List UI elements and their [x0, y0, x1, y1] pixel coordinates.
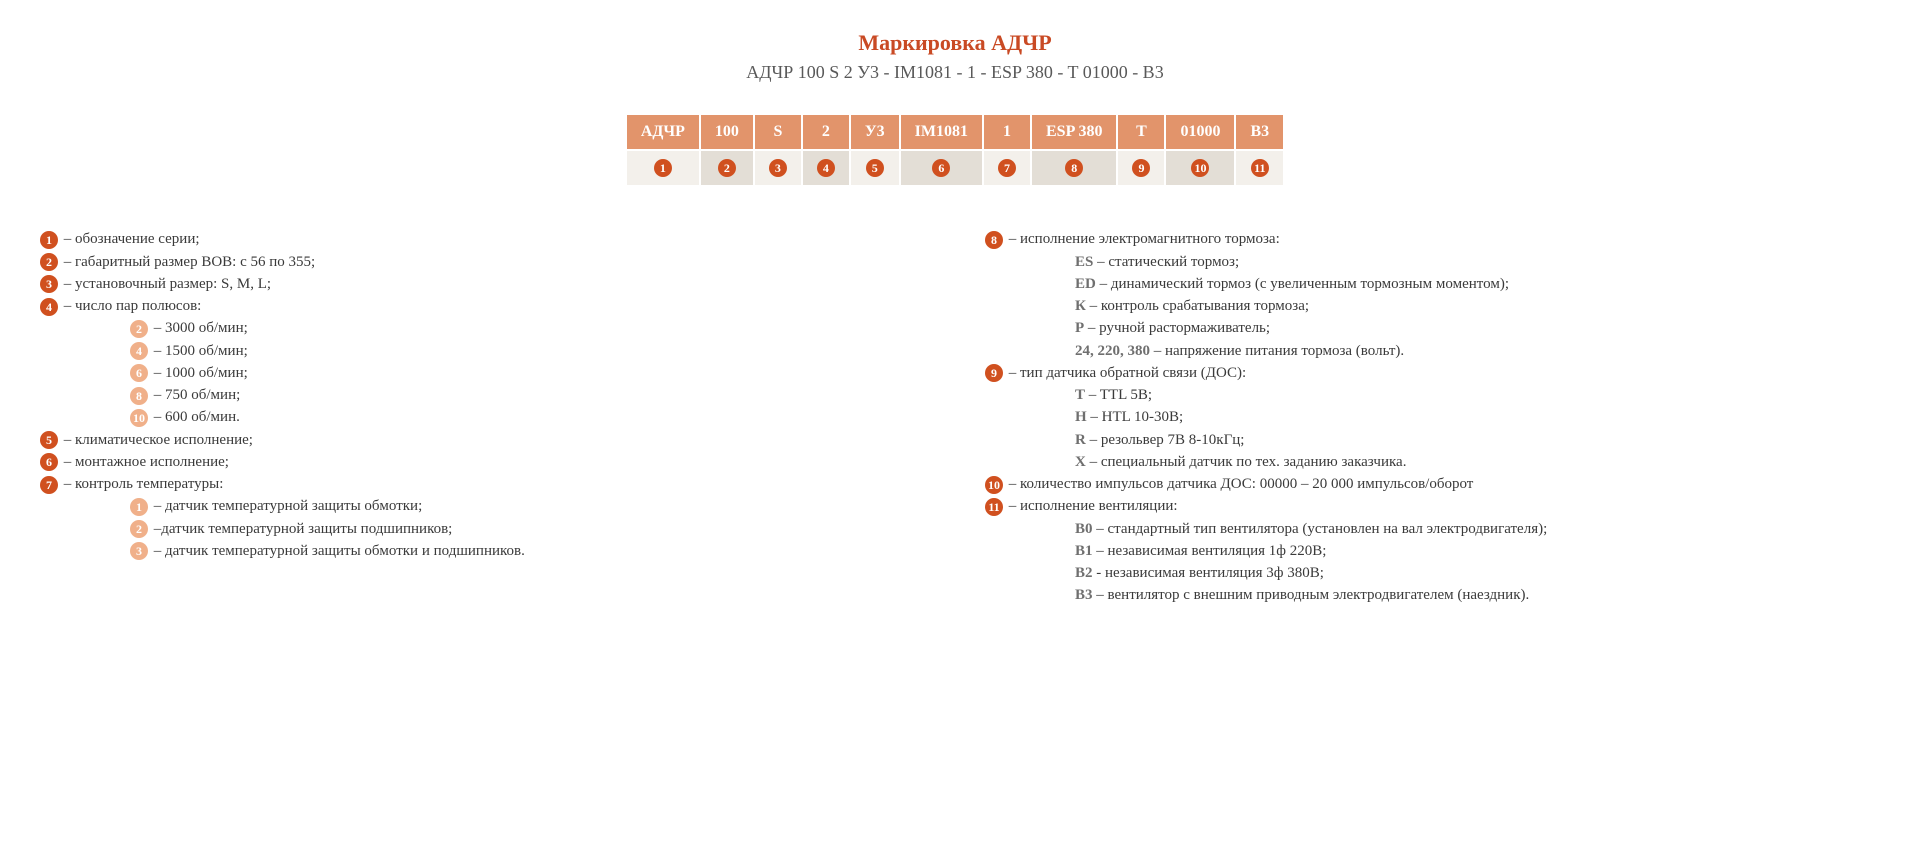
index-badge: 6: [932, 159, 950, 177]
legend-line: 24, 220, 380 – напряжение питания тормоз…: [985, 341, 1870, 361]
index-badge: 2: [718, 159, 736, 177]
marking-header-cell: B3: [1235, 114, 1284, 150]
legend-line: К – контроль срабатывания тормоза;: [985, 296, 1870, 316]
page-title: Маркировка АДЧР: [40, 30, 1870, 56]
marking-index-cell: 4: [802, 150, 850, 186]
index-badge: 9: [1132, 159, 1150, 177]
marking-index-cell: 11: [1235, 150, 1284, 186]
marking-index-cell: 5: [850, 150, 900, 186]
index-badge: 6: [40, 453, 58, 471]
legend-line: В3 – вентилятор с внешним приводным элек…: [985, 585, 1870, 605]
index-badge: 5: [866, 159, 884, 177]
legend-line: 3 – установочный размер: S, M, L;: [40, 274, 925, 294]
marking-header-cell: T: [1117, 114, 1165, 150]
legend-line: 2 –датчик температурной защиты подшипник…: [40, 519, 925, 539]
index-badge: 9: [985, 364, 1003, 382]
index-badge: 1: [40, 231, 58, 249]
marking-header-cell: АДЧР: [626, 114, 700, 150]
legend-line: 1 – обозначение серии;: [40, 229, 925, 249]
marking-header-cell: 1: [983, 114, 1031, 150]
legend-line: 6 – 1000 об/мин;: [40, 363, 925, 383]
marking-header-cell: 100: [700, 114, 754, 150]
legend-line: 1 – датчик температурной защиты обмотки;: [40, 496, 925, 516]
legend-line: В2 - независимая вентиляция 3ф 380В;: [985, 563, 1870, 583]
legend-line: 9 – тип датчика обратной связи (ДОС):: [985, 363, 1870, 383]
legend-line: ED – динамический тормоз (с увеличенным …: [985, 274, 1870, 294]
legend-line: 10 – 600 об/мин.: [40, 407, 925, 427]
index-badge: 3: [40, 275, 58, 293]
marking-index-cell: 10: [1165, 150, 1235, 186]
legend-line: R – резольвер 7В 8-10кГц;: [985, 430, 1870, 450]
index-badge: 10: [130, 409, 148, 427]
marking-example: АДЧР 100 S 2 У3 - IM1081 - 1 - ESP 380 -…: [40, 62, 1870, 83]
index-badge: 8: [130, 387, 148, 405]
legend-line: T – TTL 5В;: [985, 385, 1870, 405]
index-badge: 4: [817, 159, 835, 177]
index-badge: 11: [1251, 159, 1269, 177]
legend-line: 10 – количество импульсов датчика ДОС: 0…: [985, 474, 1870, 494]
index-badge: 2: [130, 520, 148, 538]
marking-index-cell: 7: [983, 150, 1031, 186]
legend-left: 1 – обозначение серии; 2 – габаритный раз…: [40, 227, 925, 563]
index-badge: 2: [40, 253, 58, 271]
index-badge: 3: [769, 159, 787, 177]
marking-header-cell: 2: [802, 114, 850, 150]
marking-index-cell: 1: [626, 150, 700, 186]
index-badge: 7: [998, 159, 1016, 177]
index-badge: 4: [40, 298, 58, 316]
index-badge: 1: [130, 498, 148, 516]
index-badge: 3: [130, 542, 148, 560]
legend-line: 8 – 750 об/мин;: [40, 385, 925, 405]
legend-line: H – HTL 10-30В;: [985, 407, 1870, 427]
legend-line: 8 – исполнение электромагнитного тормоза…: [985, 229, 1870, 249]
legend-line: ES – статический тормоз;: [985, 252, 1870, 272]
marking-index-cell: 8: [1031, 150, 1117, 186]
index-badge: 1: [654, 159, 672, 177]
marking-index-cell: 3: [754, 150, 802, 186]
legend-line: 4 – число пар полюсов:: [40, 296, 925, 316]
legend-line: В0 – стандартный тип вентилятора (устано…: [985, 519, 1870, 539]
legend-columns: 1 – обозначение серии; 2 – габаритный раз…: [40, 227, 1870, 607]
header: Маркировка АДЧР АДЧР 100 S 2 У3 - IM1081…: [40, 30, 1870, 83]
marking-header-cell: 01000: [1165, 114, 1235, 150]
legend-line: 5 – климатическое исполнение;: [40, 430, 925, 450]
legend-line: 2 – габаритный размер ВОВ: с 56 по 355;: [40, 252, 925, 272]
index-badge: 5: [40, 431, 58, 449]
legend-line: Р – ручной растормаживатель;: [985, 318, 1870, 338]
index-badge: 7: [40, 476, 58, 494]
legend-line: В1 – независимая вентиляция 1ф 220В;: [985, 541, 1870, 561]
legend-line: 2 – 3000 об/мин;: [40, 318, 925, 338]
index-badge: 11: [985, 498, 1003, 516]
index-badge: 6: [130, 364, 148, 382]
legend-line: 6 – монтажное исполнение;: [40, 452, 925, 472]
legend-line: 4 – 1500 об/мин;: [40, 341, 925, 361]
marking-header-cell: S: [754, 114, 802, 150]
legend-line: X – специальный датчик по тех. заданию з…: [985, 452, 1870, 472]
marking-table-wrap: АДЧР100S2У3IM10811ESP 380T01000B3 123456…: [40, 113, 1870, 187]
legend-right: 8 – исполнение электромагнитного тормоза…: [985, 227, 1870, 607]
index-badge: 10: [985, 476, 1003, 494]
marking-header-cell: IM1081: [900, 114, 983, 150]
index-badge: 10: [1191, 159, 1209, 177]
marking-index-cell: 2: [700, 150, 754, 186]
index-badge: 2: [130, 320, 148, 338]
marking-index-cell: 6: [900, 150, 983, 186]
legend-line: 11 – исполнение вентиляции:: [985, 496, 1870, 516]
marking-header-cell: У3: [850, 114, 900, 150]
marking-table: АДЧР100S2У3IM10811ESP 380T01000B3 123456…: [625, 113, 1285, 187]
index-badge: 8: [1065, 159, 1083, 177]
index-badge: 4: [130, 342, 148, 360]
legend-line: 3 – датчик температурной защиты обмотки …: [40, 541, 925, 561]
index-badge: 8: [985, 231, 1003, 249]
marking-index-cell: 9: [1117, 150, 1165, 186]
marking-header-cell: ESP 380: [1031, 114, 1117, 150]
legend-line: 7 – контроль температуры:: [40, 474, 925, 494]
